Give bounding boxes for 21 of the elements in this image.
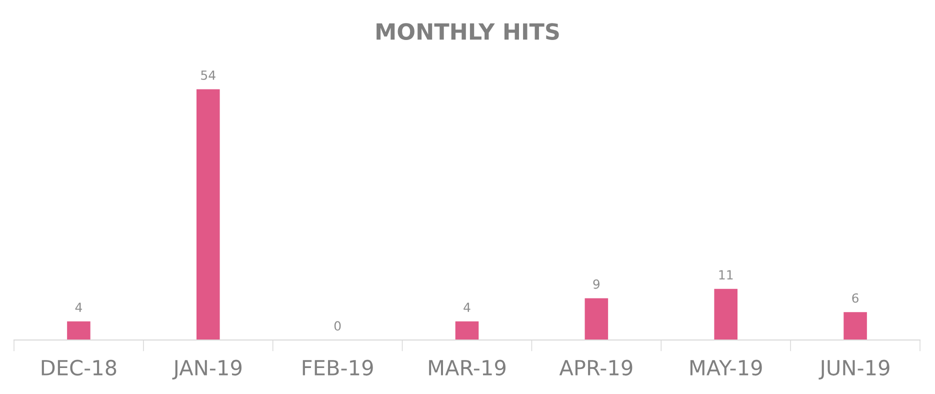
data-label: 4: [464, 302, 470, 312]
data-label: 11: [719, 270, 733, 280]
bar: [196, 89, 220, 340]
data-label: 0: [334, 321, 341, 331]
bar: [714, 288, 738, 340]
data-label: 4: [75, 302, 82, 312]
data-label: 54: [201, 70, 216, 80]
bar: [67, 321, 90, 340]
bar: [844, 312, 867, 340]
data-label: 6: [852, 293, 858, 303]
chart-title: MONTHLY HITS: [376, 23, 559, 40]
bar: [584, 298, 608, 340]
x-tick-label: APR-19: [559, 360, 632, 376]
x-tick-label: MAY-19: [690, 360, 762, 376]
x-tick-label: JUN-19: [818, 360, 890, 380]
x-tick-label: FEB-19: [302, 360, 373, 376]
x-tick-label: MAR-19: [429, 360, 506, 376]
bar: [455, 321, 479, 340]
x-tick-label: JAN-19: [172, 360, 242, 380]
x-tick-label: DEC-18: [42, 360, 116, 376]
data-label: 9: [593, 279, 600, 289]
